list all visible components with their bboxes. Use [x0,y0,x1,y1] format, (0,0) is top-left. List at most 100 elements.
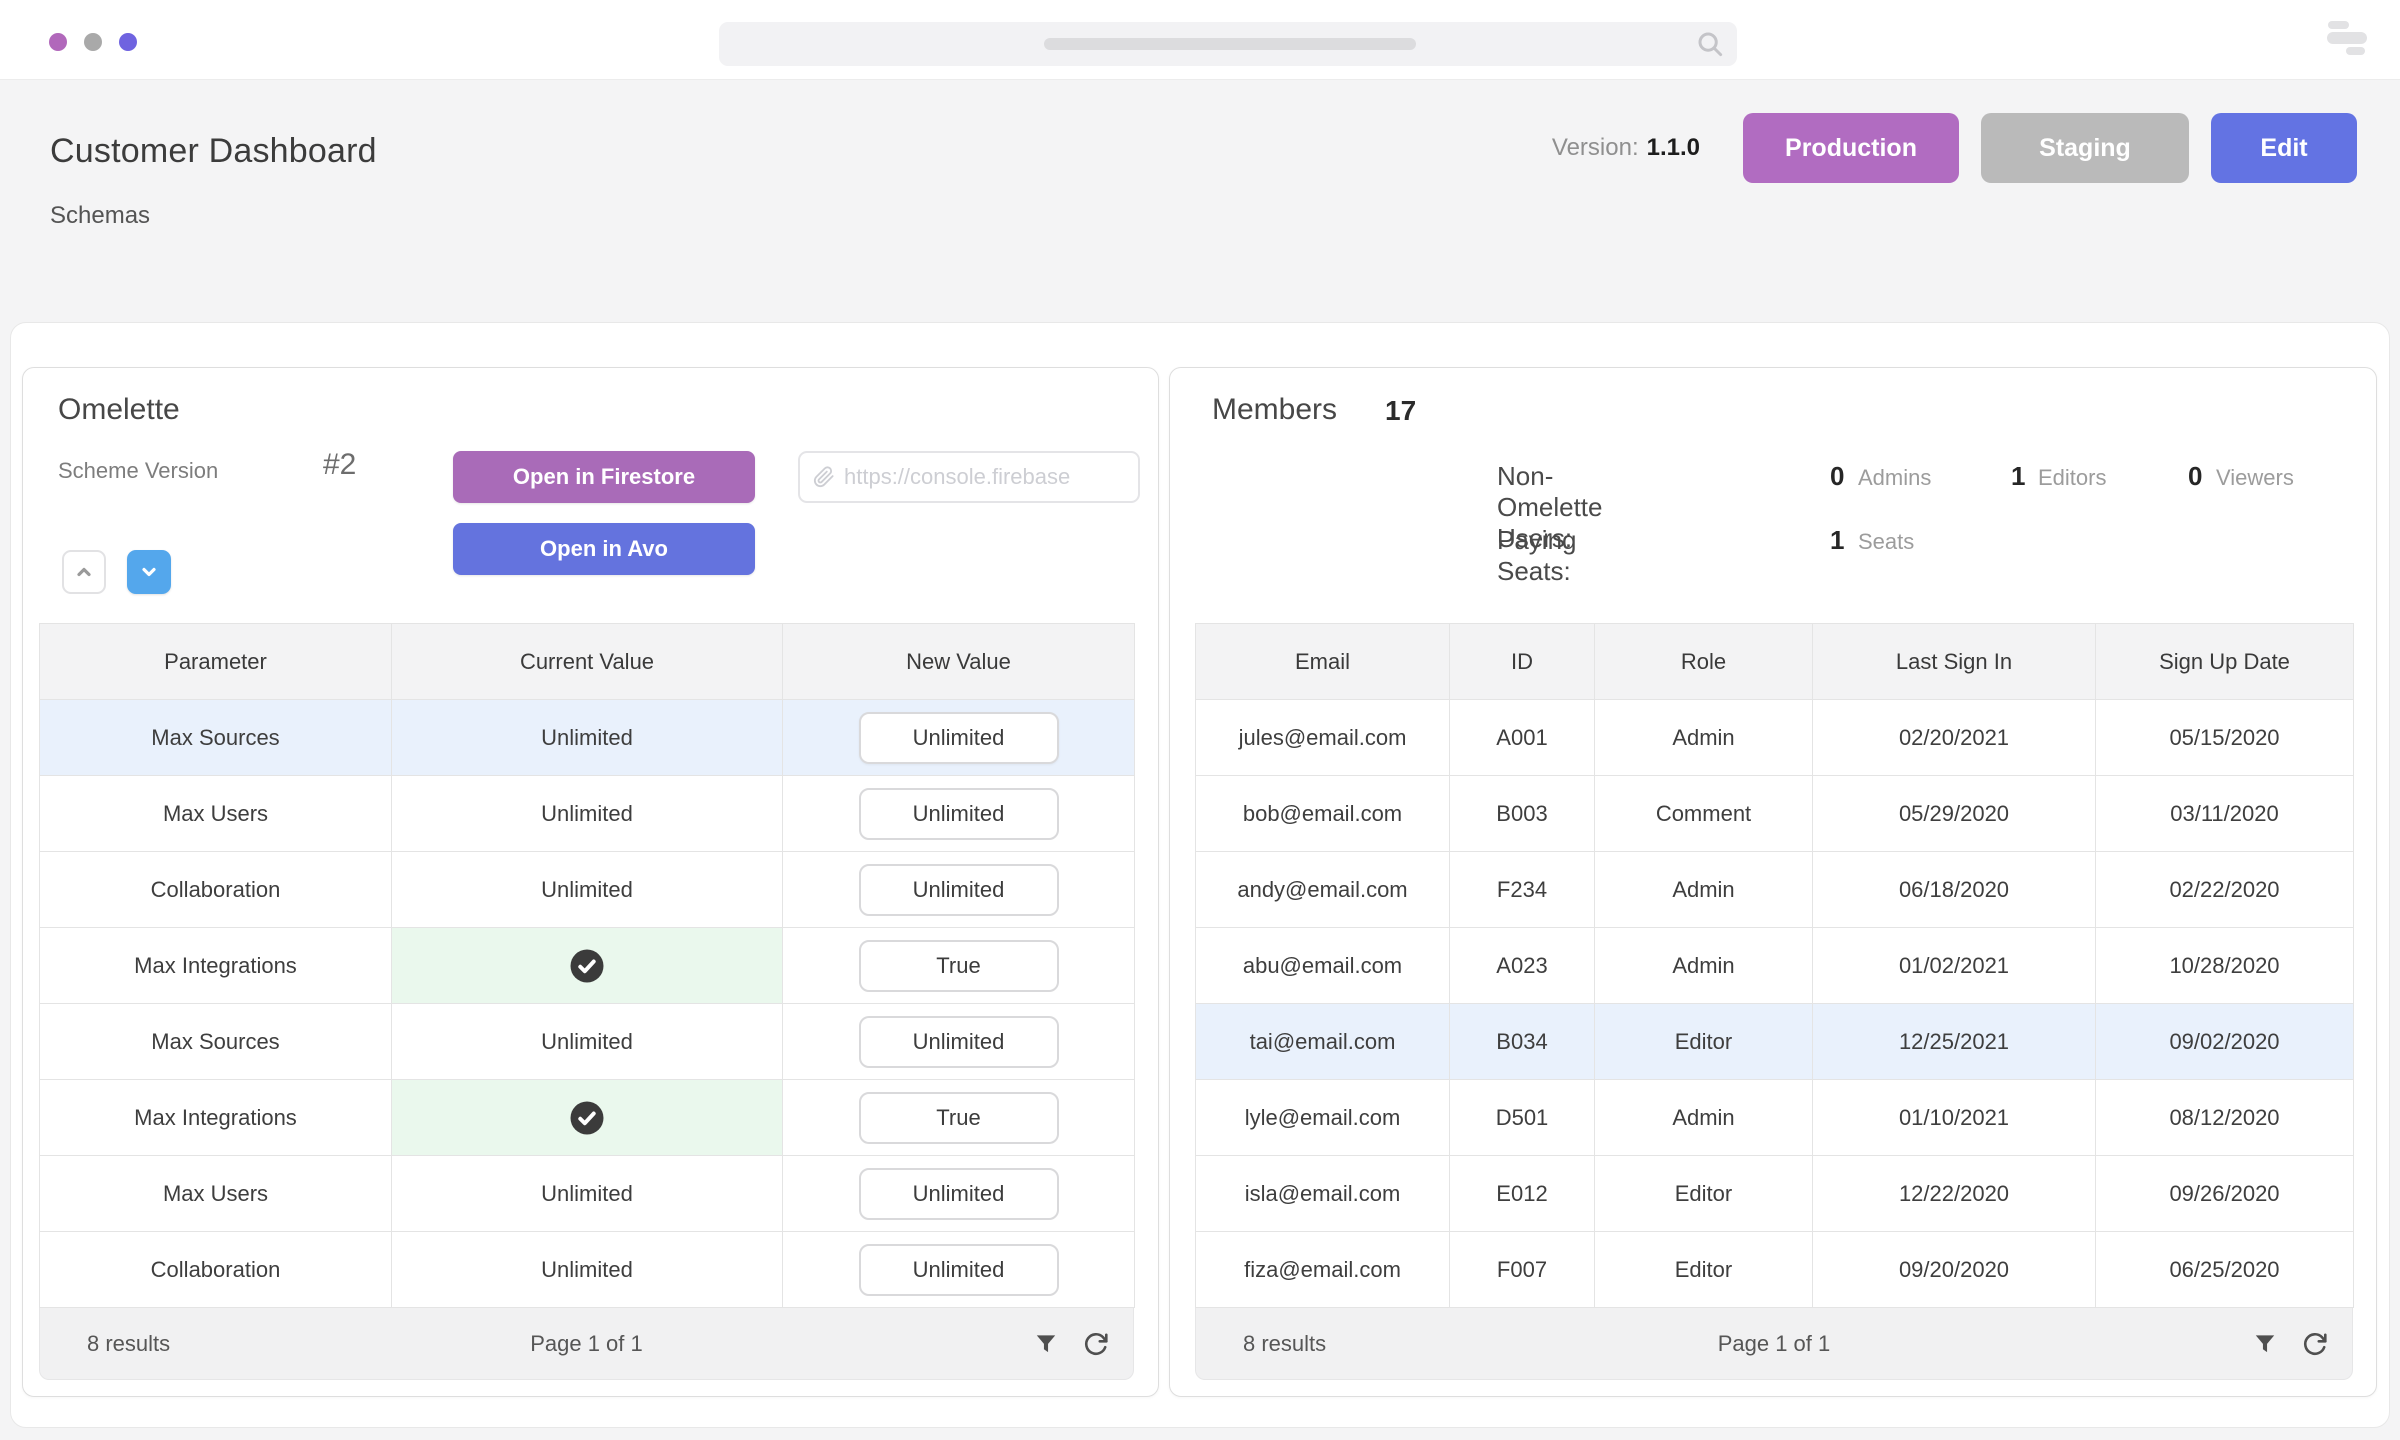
col-current-value: Current Value [391,623,783,700]
open-in-firestore-button[interactable]: Open in Firestore [453,451,755,503]
member-row[interactable]: lyle@email.com D501 Admin 01/10/2021 08/… [1195,1079,2354,1156]
email-cell: fiza@email.com [1195,1231,1450,1308]
parameter-row[interactable]: Max Users Unlimited Unlimited [39,775,1135,852]
new-value-button[interactable]: Unlimited [858,1167,1059,1220]
current-value-cell [391,927,783,1004]
search-icon [1695,29,1725,59]
production-button[interactable]: Production [1743,113,1959,183]
sign-up-cell: 06/25/2020 [2095,1231,2354,1308]
sign-up-cell: 05/15/2020 [2095,699,2354,776]
edit-button[interactable]: Edit [2211,113,2357,183]
window-control-close[interactable] [49,33,67,51]
id-cell: A023 [1449,927,1595,1004]
browser-address-bar[interactable] [719,22,1737,66]
window-control-minimize[interactable] [84,33,102,51]
col-last-sign-in: Last Sign In [1812,623,2096,700]
members-table-footer: 8 results Page 1 of 1 [1195,1308,2353,1380]
page-indicator: Page 1 of 1 [1717,1330,1831,1356]
current-value-cell: Unlimited [391,1155,783,1232]
member-row[interactable]: tai@email.com B034 Editor 12/25/2021 09/… [1195,1003,2354,1080]
new-value-button[interactable]: Unlimited [858,1243,1059,1296]
role-cell: Admin [1594,1079,1813,1156]
new-value-cell: Unlimited [782,1155,1135,1232]
new-value-button[interactable]: Unlimited [858,863,1059,916]
version-group: Version: 1.1.0 [1552,134,1700,162]
parameter-cell: Max Sources [39,699,392,776]
member-row[interactable]: bob@email.com B003 Comment 05/29/2020 03… [1195,775,2354,852]
parameter-cell: Max Users [39,1155,392,1232]
version-value: 1.1.0 [1646,134,1700,161]
window-control-maximize[interactable] [119,33,137,51]
url-input-placeholder: https://console.firebase [844,464,1071,489]
member-row[interactable]: fiza@email.com F007 Editor 09/20/2020 06… [1195,1231,2354,1308]
member-row[interactable]: isla@email.com E012 Editor 12/22/2020 09… [1195,1155,2354,1232]
firebase-url-input[interactable]: https://console.firebase [798,451,1140,503]
refresh-icon[interactable] [1083,1331,1109,1357]
email-cell: jules@email.com [1195,699,1450,776]
schema-panel-title: Omelette [58,393,180,426]
viewers-value: 0 [2188,461,2203,491]
parameter-row[interactable]: Max Integrations True [39,927,1135,1004]
last-sign-in-cell: 09/20/2020 [1812,1231,2096,1308]
new-value-button[interactable]: Unlimited [858,787,1059,840]
email-cell: isla@email.com [1195,1155,1450,1232]
new-value-button[interactable]: Unlimited [858,1015,1059,1068]
filter-icon[interactable] [2252,1331,2278,1357]
results-count: 8 results [87,1330,171,1356]
open-in-avo-button[interactable]: Open in Avo [453,523,755,575]
email-cell: lyle@email.com [1195,1079,1450,1156]
seats-value: 1 [1830,525,1845,555]
chevron-up-icon [72,560,96,584]
parameter-row[interactable]: Max Users Unlimited Unlimited [39,1155,1135,1232]
parameter-row[interactable]: Max Sources Unlimited Unlimited [39,699,1135,776]
role-cell: Admin [1594,699,1813,776]
role-cell: Editor [1594,1155,1813,1232]
last-sign-in-cell: 12/25/2021 [1812,1003,2096,1080]
parameter-row[interactable]: Collaboration Unlimited Unlimited [39,1231,1135,1308]
parameter-cell: Max Users [39,775,392,852]
editors-label: Editors [2038,465,2107,490]
non-omelette-users-label: Non-Omelette Users: [1497,461,1603,553]
new-value-button[interactable]: Unlimited [858,711,1059,764]
results-count: 8 results [1243,1330,1327,1356]
page-title: Customer Dashboard [50,132,377,170]
id-cell: A001 [1449,699,1595,776]
members-table: Email ID Role Last Sign In Sign Up Date … [1195,623,2354,1380]
parameter-row[interactable]: Max Integrations True [39,1079,1135,1156]
version-label: Version: [1551,134,1639,161]
new-value-button[interactable]: True [858,1091,1059,1144]
refresh-icon[interactable] [2302,1331,2328,1357]
sign-up-cell: 09/26/2020 [2095,1155,2354,1232]
id-cell: F234 [1449,851,1595,928]
sign-up-cell: 08/12/2020 [2095,1079,2354,1156]
parameter-row[interactable]: Collaboration Unlimited Unlimited [39,851,1135,928]
members-table-header: Email ID Role Last Sign In Sign Up Date [1195,623,2354,700]
id-cell: B034 [1449,1003,1595,1080]
version-down-button[interactable] [127,550,171,594]
parameter-table-header: Parameter Current Value New Value [39,623,1135,700]
sign-up-cell: 10/28/2020 [2095,927,2354,1004]
current-value-cell: Unlimited [391,851,783,928]
staging-button[interactable]: Staging [1981,113,2189,183]
filter-icon[interactable] [1033,1331,1059,1357]
role-cell: Comment [1594,775,1813,852]
col-new-value: New Value [782,623,1135,700]
last-sign-in-cell: 06/18/2020 [1812,851,2096,928]
members-panel: Members 17 Non-Omelette Users: 0 Admins … [1169,367,2377,1397]
version-up-button[interactable] [62,550,106,594]
last-sign-in-cell: 01/02/2021 [1812,927,2096,1004]
paperclip-icon [813,466,835,488]
member-row[interactable]: jules@email.com A001 Admin 02/20/2021 05… [1195,699,2354,776]
parameter-cell: Collaboration [39,851,392,928]
member-row[interactable]: abu@email.com A023 Admin 01/02/2021 10/2… [1195,927,2354,1004]
current-value-cell: Unlimited [391,699,783,776]
menu-bar-middle [2327,32,2367,44]
parameter-row[interactable]: Max Sources Unlimited Unlimited [39,1003,1135,1080]
parameter-cell: Max Integrations [39,1079,392,1156]
parameter-table-footer: 8 results Page 1 of 1 [39,1308,1134,1380]
sign-up-cell: 09/02/2020 [2095,1003,2354,1080]
new-value-button[interactable]: True [858,939,1059,992]
window-menu-icon[interactable] [2327,21,2367,56]
member-row[interactable]: andy@email.com F234 Admin 06/18/2020 02/… [1195,851,2354,928]
